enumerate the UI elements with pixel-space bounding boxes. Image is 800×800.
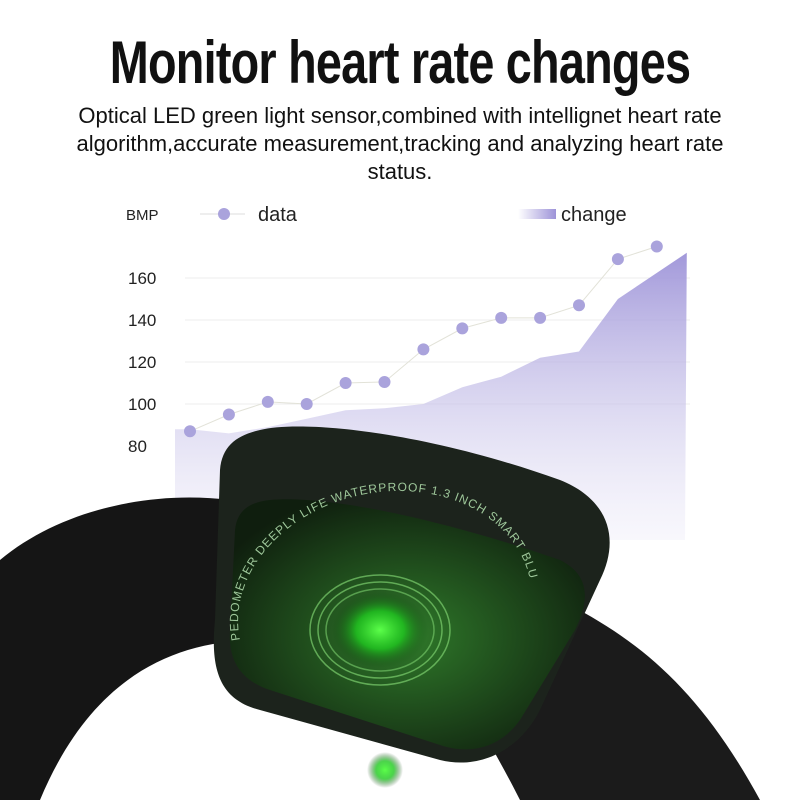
y-axis-label: BMP	[126, 207, 159, 224]
data-point	[417, 343, 430, 356]
y-tick-label: 120	[128, 353, 156, 372]
legend-dot-icon	[218, 208, 230, 220]
y-tick-label: 160	[128, 269, 156, 288]
legend-change: change	[518, 204, 627, 226]
sensor-ring	[309, 574, 451, 686]
data-point	[534, 311, 547, 324]
headline: Monitor heart rate changes	[109, 29, 691, 96]
data-point	[222, 408, 235, 421]
data-point	[184, 425, 196, 438]
y-tick-label: 100	[128, 395, 156, 414]
strap-left	[0, 497, 260, 800]
data-point	[300, 398, 313, 410]
data-point	[339, 377, 352, 389]
legend-data: data	[200, 204, 298, 226]
data-point	[611, 253, 624, 266]
legend-data-label: data	[258, 204, 298, 226]
data-point	[378, 375, 391, 388]
green-led-glow	[332, 592, 428, 668]
data-point	[261, 395, 274, 408]
data-point	[650, 240, 663, 253]
data-point	[573, 299, 585, 312]
legend-change-label: change	[561, 204, 627, 226]
y-tick-label: 80	[128, 437, 147, 456]
data-point	[495, 311, 508, 324]
data-point	[456, 322, 469, 335]
y-tick-label: 140	[128, 311, 156, 330]
description: Optical LED green light sensor,combined …	[76, 103, 724, 184]
legend-area-swatch-icon	[518, 209, 556, 219]
